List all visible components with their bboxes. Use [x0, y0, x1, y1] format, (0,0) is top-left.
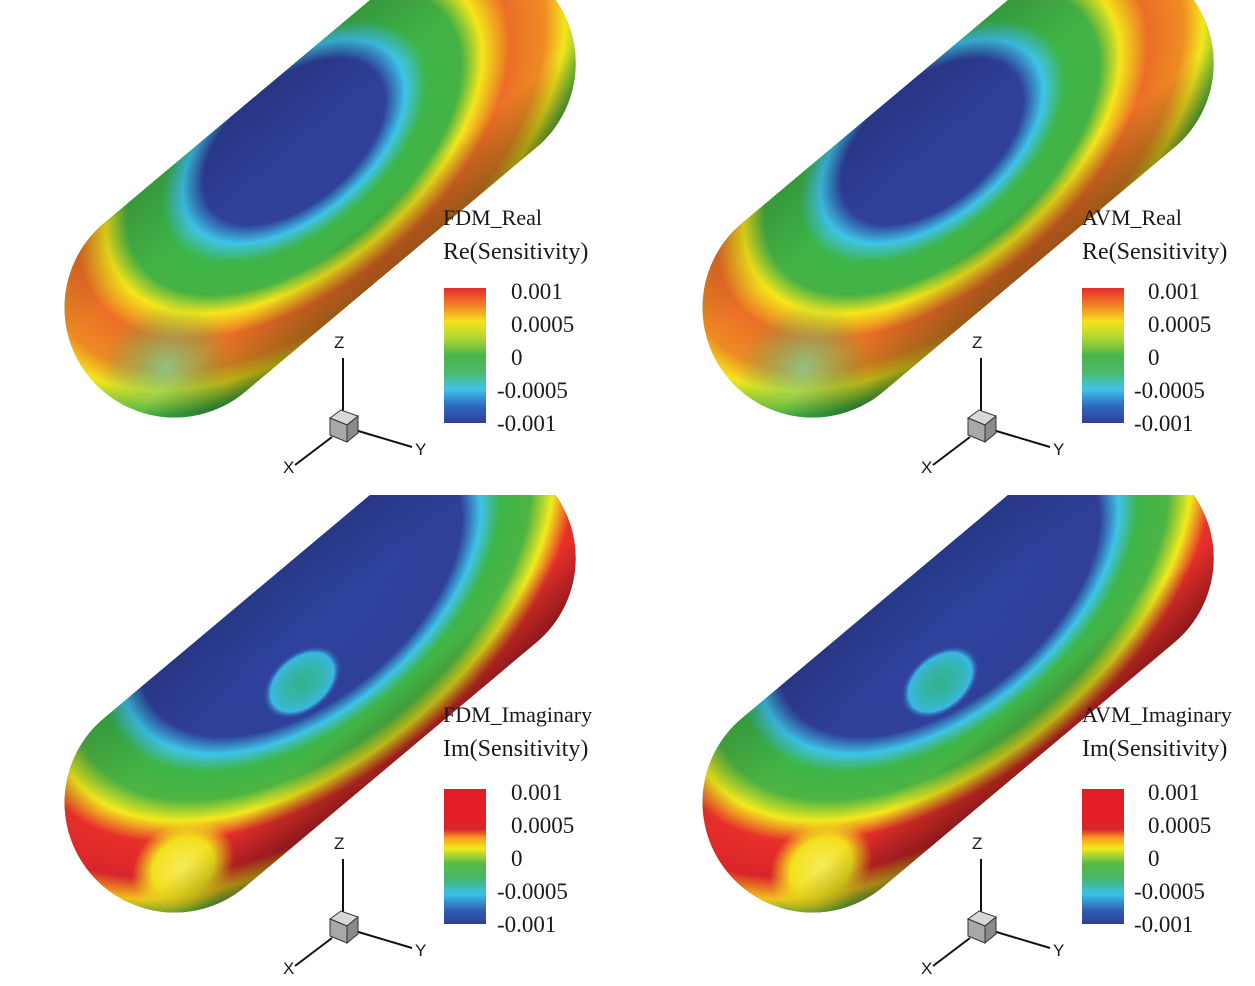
- tick-label: -0.001: [1134, 411, 1194, 436]
- capsule-contour-plot: [657, 495, 1255, 958]
- quantity-label: Re(Sensitivity): [1082, 239, 1228, 265]
- legend: AVM_Real Re(Sensitivity): [1082, 205, 1227, 267]
- colorbar: [1082, 789, 1124, 924]
- x-axis-label: X: [283, 458, 295, 477]
- method-label: AVM_Real: [1082, 205, 1182, 230]
- tick-label: -0.0005: [497, 879, 568, 904]
- y-axis-label: Y: [415, 440, 427, 459]
- panel-avm-real: AVM_Real Re(Sensitivity) 0.001 0.0005 0 …: [638, 0, 1255, 490]
- capsule-contour-plot: [19, 495, 621, 958]
- colorbar: [444, 288, 486, 423]
- colorbar: [444, 789, 486, 924]
- x-axis-label: X: [283, 959, 295, 978]
- tick-label: 0: [1148, 345, 1160, 370]
- quantity-label: Im(Sensitivity): [1082, 736, 1228, 762]
- method-label: FDM_Imaginary: [443, 702, 593, 727]
- legend: FDM_Real Re(Sensitivity): [443, 205, 588, 267]
- axis-triad-icon: [294, 358, 413, 466]
- tick-label: -0.001: [497, 912, 557, 937]
- axis-triad-icon: [932, 859, 1051, 967]
- tick-label: 0.001: [1148, 780, 1200, 805]
- panel-avm-imaginary: AVM_Imaginary Im(Sensitivity) 0.001 0.00…: [638, 495, 1255, 985]
- tick-label: 0.0005: [511, 312, 575, 337]
- quantity-label: Im(Sensitivity): [443, 736, 589, 762]
- x-axis-label: X: [921, 959, 933, 978]
- tick-label: 0.001: [511, 279, 563, 304]
- y-axis-label: Y: [1053, 440, 1065, 459]
- axis-triad: Z Y X: [913, 330, 1073, 480]
- panel-fdm-real: FDM_Real Re(Sensitivity) 0.001 0.0005 0 …: [0, 0, 627, 490]
- axis-triad: Z Y X: [275, 831, 435, 981]
- tick-label: 0.001: [511, 780, 563, 805]
- colorbar: [1082, 288, 1124, 423]
- panel-fdm-imaginary: FDM_Imaginary Im(Sensitivity) 0.001 0.00…: [0, 495, 627, 985]
- legend: AVM_Imaginary Im(Sensitivity): [1082, 702, 1232, 764]
- tick-label: -0.001: [1134, 912, 1194, 937]
- x-axis-label: X: [921, 458, 933, 477]
- z-axis-label: Z: [334, 333, 345, 352]
- axis-triad: Z Y X: [275, 330, 435, 480]
- method-label: FDM_Real: [443, 205, 542, 230]
- axis-triad: Z Y X: [913, 831, 1073, 981]
- y-axis-label: Y: [415, 941, 427, 960]
- tick-label: -0.0005: [497, 378, 568, 403]
- axis-triad-icon: [932, 358, 1051, 466]
- tick-label: -0.0005: [1134, 879, 1205, 904]
- z-axis-label: Z: [972, 834, 983, 853]
- tick-label: 0: [1148, 846, 1160, 871]
- z-axis-label: Z: [334, 834, 345, 853]
- tick-label: 0: [511, 846, 523, 871]
- quantity-label: Re(Sensitivity): [443, 239, 589, 265]
- z-axis-label: Z: [972, 333, 983, 352]
- tick-label: -0.001: [497, 411, 557, 436]
- capsule-contour-plot: [657, 0, 1255, 463]
- tick-label: 0.0005: [1148, 813, 1212, 838]
- tick-label: 0.001: [1148, 279, 1200, 304]
- capsule-contour-plot: [19, 0, 621, 463]
- method-label: AVM_Imaginary: [1082, 702, 1232, 727]
- axis-triad-icon: [294, 859, 413, 967]
- legend: FDM_Imaginary Im(Sensitivity): [443, 702, 592, 764]
- tick-label: 0.0005: [1148, 312, 1212, 337]
- tick-label: 0: [511, 345, 523, 370]
- tick-label: 0.0005: [511, 813, 575, 838]
- y-axis-label: Y: [1053, 941, 1065, 960]
- tick-label: -0.0005: [1134, 378, 1205, 403]
